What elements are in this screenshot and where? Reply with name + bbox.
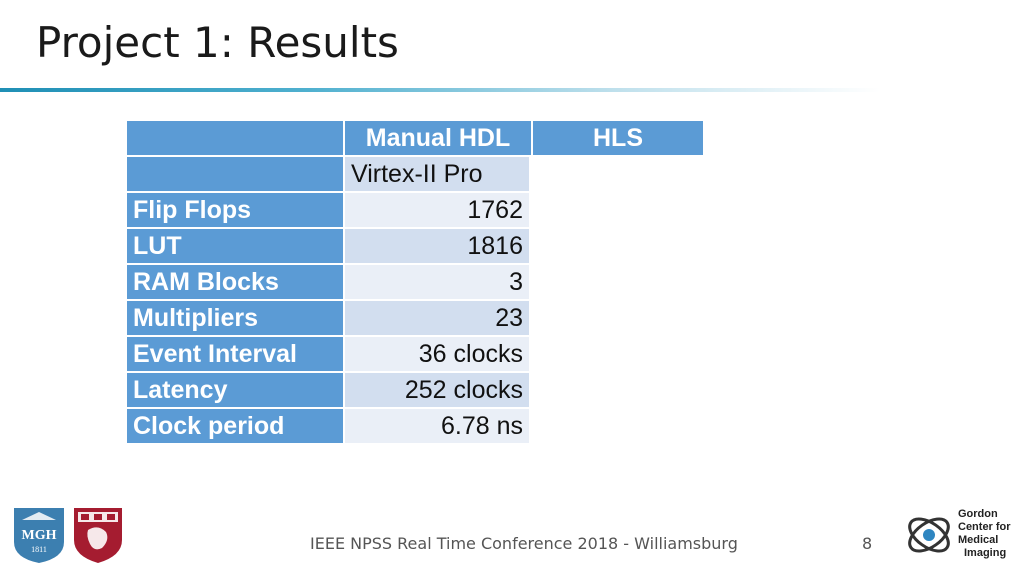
row-label: Flip Flops xyxy=(127,193,343,227)
row-label: Latency xyxy=(127,373,343,407)
gordon-line: Imaging xyxy=(964,547,1007,559)
gordon-center-text: Gordon Center for Medical Imaging xyxy=(958,508,1011,560)
mgh-logo-text: MGH xyxy=(22,528,57,543)
row-label: LUT xyxy=(127,229,343,263)
gordon-center-logo xyxy=(902,508,956,566)
row-label: Multipliers xyxy=(127,301,343,335)
mgh-logo-year: 1811 xyxy=(31,545,47,554)
table-row: Clock period 6.78 ns xyxy=(127,409,703,443)
table-header-row: Manual HDL HLS xyxy=(127,121,703,155)
row-value: 252 clocks xyxy=(345,373,529,407)
empty-cell xyxy=(531,157,703,191)
empty-cell xyxy=(531,229,703,263)
row-label: Event Interval xyxy=(127,337,343,371)
table-row: Latency 252 clocks xyxy=(127,373,703,407)
title-divider xyxy=(0,88,880,92)
empty-cell xyxy=(531,337,703,371)
table-row: LUT 1816 xyxy=(127,229,703,263)
table-subheader-row: Virtex-II Pro xyxy=(127,157,703,191)
table-row: Flip Flops 1762 xyxy=(127,193,703,227)
slide-title: Project 1: Results xyxy=(36,18,399,67)
table-row: Event Interval 36 clocks xyxy=(127,337,703,371)
header-manual-hdl: Manual HDL xyxy=(345,121,531,155)
empty-cell xyxy=(531,373,703,407)
empty-cell xyxy=(531,301,703,335)
subheader-virtex: Virtex-II Pro xyxy=(345,157,529,191)
header-hls: HLS xyxy=(533,121,703,155)
row-value: 1816 xyxy=(345,229,529,263)
gordon-line: Center for xyxy=(958,521,1011,533)
row-value: 36 clocks xyxy=(345,337,529,371)
gordon-line: Gordon xyxy=(958,508,998,520)
empty-cell xyxy=(531,409,703,443)
row-label: RAM Blocks xyxy=(127,265,343,299)
header-corner-cell xyxy=(127,121,343,155)
table-row: Multipliers 23 xyxy=(127,301,703,335)
subheader-corner-cell xyxy=(127,157,343,191)
row-value: 6.78 ns xyxy=(345,409,529,443)
row-value: 3 xyxy=(345,265,529,299)
empty-cell xyxy=(531,265,703,299)
harvard-shield-logo xyxy=(72,506,124,568)
page-number: 8 xyxy=(862,534,873,553)
table-row: RAM Blocks 3 xyxy=(127,265,703,299)
footer-text: IEEE NPSS Real Time Conference 2018 - Wi… xyxy=(310,534,738,553)
gordon-line: Medical xyxy=(958,534,999,546)
mgh-logo: MGH 1811 xyxy=(12,506,66,568)
row-label: Clock period xyxy=(127,409,343,443)
results-table: Manual HDL HLS Virtex-II Pro Flip Flops … xyxy=(125,119,705,445)
empty-cell xyxy=(531,193,703,227)
row-value: 1762 xyxy=(345,193,529,227)
row-value: 23 xyxy=(345,301,529,335)
